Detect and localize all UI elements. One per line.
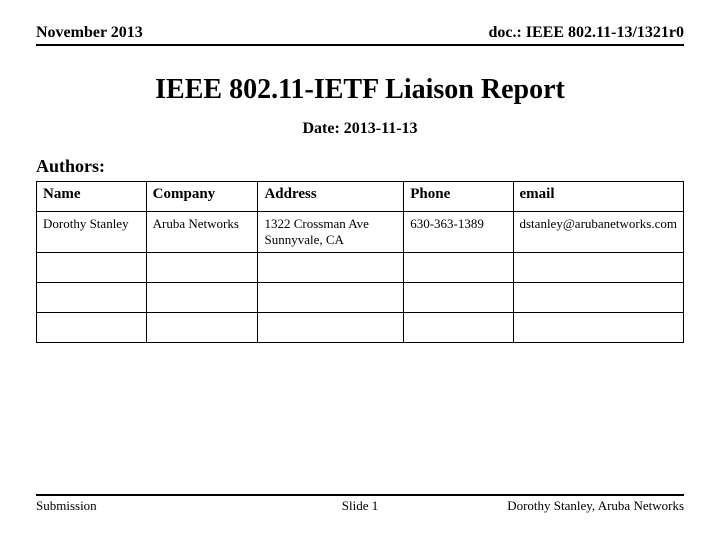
table-cell xyxy=(258,253,404,283)
table-cell xyxy=(37,313,147,343)
table-row xyxy=(37,283,684,313)
table-col-header: email xyxy=(513,182,684,212)
table-cell xyxy=(146,253,258,283)
table-cell xyxy=(37,253,147,283)
table-cell xyxy=(404,283,513,313)
table-header-row: NameCompanyAddressPhoneemail xyxy=(37,182,684,212)
table-cell: 1322 Crossman Ave Sunnyvale, CA xyxy=(258,212,404,253)
table-cell: Aruba Networks xyxy=(146,212,258,253)
table-cell xyxy=(404,313,513,343)
table-cell xyxy=(146,313,258,343)
table-col-header: Phone xyxy=(404,182,513,212)
table-cell xyxy=(146,283,258,313)
table-cell: 630-363-1389 xyxy=(404,212,513,253)
authors-label: Authors: xyxy=(36,156,684,177)
header-date: November 2013 xyxy=(36,24,143,42)
table-cell: Dorothy Stanley xyxy=(37,212,147,253)
table-row xyxy=(37,313,684,343)
authors-table: NameCompanyAddressPhoneemail Dorothy Sta… xyxy=(36,181,684,343)
header-doc-id: doc.: IEEE 802.11-13/1321r0 xyxy=(488,24,684,42)
table-row xyxy=(37,253,684,283)
table-cell xyxy=(258,313,404,343)
footer-row: Submission Slide 1 Dorothy Stanley, Arub… xyxy=(36,494,684,514)
table-cell xyxy=(258,283,404,313)
table-row: Dorothy StanleyAruba Networks1322 Crossm… xyxy=(37,212,684,253)
table-cell xyxy=(513,253,684,283)
footer-left: Submission xyxy=(36,498,97,514)
table-col-header: Company xyxy=(146,182,258,212)
table-body: Dorothy StanleyAruba Networks1322 Crossm… xyxy=(37,212,684,343)
table-cell xyxy=(37,283,147,313)
table-col-header: Name xyxy=(37,182,147,212)
table-col-header: Address xyxy=(258,182,404,212)
header-row: November 2013 doc.: IEEE 802.11-13/1321r… xyxy=(36,24,684,46)
table-cell xyxy=(513,283,684,313)
table-cell xyxy=(404,253,513,283)
date-line: Date: 2013-11-13 xyxy=(36,120,684,138)
table-cell xyxy=(513,313,684,343)
footer-right: Dorothy Stanley, Aruba Networks xyxy=(507,498,684,514)
page-title: IEEE 802.11-IETF Liaison Report xyxy=(36,74,684,106)
table-cell: dstanley@arubanetworks.com xyxy=(513,212,684,253)
